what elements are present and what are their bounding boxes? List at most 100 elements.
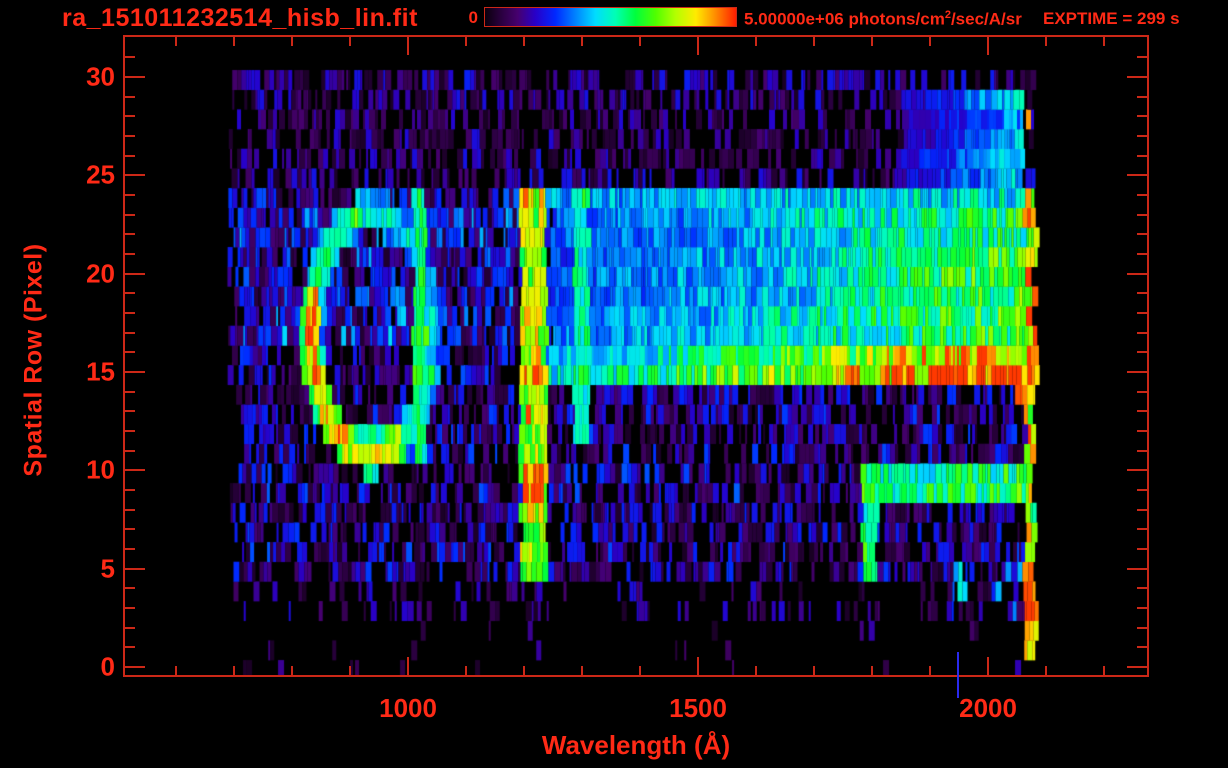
y-minor-tick [1137,626,1147,629]
x-axis-title: Wavelength (Å) [541,730,731,760]
y-minor-tick [125,547,135,550]
y-minor-tick [1137,193,1147,196]
y-minor-tick [125,292,135,295]
y-tick-label: 10 [86,454,115,485]
x-minor-tick [871,37,874,46]
x-major-tick [407,657,410,675]
y-minor-tick [125,488,135,491]
spectrogram-canvas [125,37,1147,675]
y-minor-tick [125,154,135,157]
colorbar-units-superscript: 2 [944,9,951,21]
exptime-label: EXPTIME = 299 s [1043,9,1180,28]
colorbar-units-suffix: /sec/A/sr [950,9,1022,29]
colorbar-min-label: 0 [468,8,478,27]
x-minor-tick [639,37,642,46]
x-minor-tick [1103,666,1106,675]
x-minor-tick [581,37,584,46]
y-minor-tick [125,587,135,590]
x-minor-tick [523,37,526,46]
colorbar-units-label: 5.00000e+06 photons/cm2/sec/A/sr [744,9,1022,30]
y-minor-tick [1137,390,1147,393]
y-minor-tick [125,193,135,196]
y-minor-tick [125,606,135,609]
y-minor-tick [125,351,135,354]
x-minor-tick [1045,666,1048,675]
y-major-tick [125,272,145,275]
x-minor-tick [755,37,758,46]
y-minor-tick [1137,410,1147,413]
x-major-tick [987,37,990,55]
y-minor-tick [1137,587,1147,590]
y-major-tick [125,567,145,570]
y-minor-tick [125,311,135,314]
x-minor-tick [581,666,584,675]
x-tick-label: 1500 [669,693,727,723]
y-axis-title: Spatial Row (Pixel) [19,243,48,477]
colorbar [484,7,737,27]
plot-area [123,35,1149,677]
y-minor-tick [125,508,135,511]
y-minor-tick [1137,351,1147,354]
x-minor-tick [813,37,816,46]
x-tick-label: 2000 [959,693,1017,723]
y-minor-tick [1137,508,1147,511]
y-minor-tick [125,252,135,255]
y-major-tick [125,75,145,78]
x-minor-tick [1045,37,1048,46]
y-minor-tick [125,449,135,452]
x-minor-tick [929,666,932,675]
x-minor-tick [523,666,526,675]
y-tick-label: 20 [86,258,115,289]
y-tick-label: 15 [86,356,115,387]
y-minor-tick [125,410,135,413]
y-minor-tick [125,646,135,649]
y-major-tick [1127,469,1147,472]
y-minor-tick [1137,429,1147,432]
x-minor-tick [639,666,642,675]
x-minor-tick [813,666,816,675]
colorbar-units-prefix: photons/cm [843,9,945,29]
y-minor-tick [125,233,135,236]
y-minor-tick [1137,606,1147,609]
y-minor-tick [125,95,135,98]
y-tick-label: 30 [86,61,115,92]
y-minor-tick [1137,528,1147,531]
y-major-tick [1127,174,1147,177]
y-minor-tick [125,626,135,629]
x-minor-tick [465,666,468,675]
y-minor-tick [125,213,135,216]
x-minor-tick [349,37,352,46]
y-tick-label: 0 [100,651,115,682]
y-minor-tick [1137,449,1147,452]
y-minor-tick [1137,547,1147,550]
x-minor-tick [291,666,294,675]
y-minor-tick [1137,56,1147,59]
y-minor-tick [1137,134,1147,137]
y-tick-label: 5 [100,553,115,584]
y-major-tick [125,469,145,472]
x-minor-tick [871,666,874,675]
y-minor-tick [1137,311,1147,314]
y-minor-tick [125,115,135,118]
x-minor-tick [175,37,178,46]
x-minor-tick [929,37,932,46]
y-minor-tick [125,56,135,59]
y-minor-tick [125,429,135,432]
y-minor-tick [1137,488,1147,491]
y-major-tick [125,174,145,177]
y-major-tick [1127,370,1147,373]
y-minor-tick [125,390,135,393]
y-minor-tick [1137,95,1147,98]
x-major-tick [987,657,990,675]
y-major-tick [1127,665,1147,668]
x-major-tick [697,657,700,675]
y-minor-tick [1137,292,1147,295]
x-minor-tick [233,666,236,675]
y-minor-tick [125,134,135,137]
y-minor-tick [1137,646,1147,649]
x-minor-tick [175,666,178,675]
x-minor-tick [1103,37,1106,46]
y-minor-tick [1137,331,1147,334]
y-major-tick [1127,272,1147,275]
